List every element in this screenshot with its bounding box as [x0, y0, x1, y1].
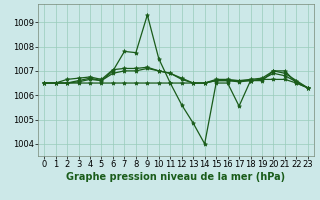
X-axis label: Graphe pression niveau de la mer (hPa): Graphe pression niveau de la mer (hPa)	[67, 172, 285, 182]
